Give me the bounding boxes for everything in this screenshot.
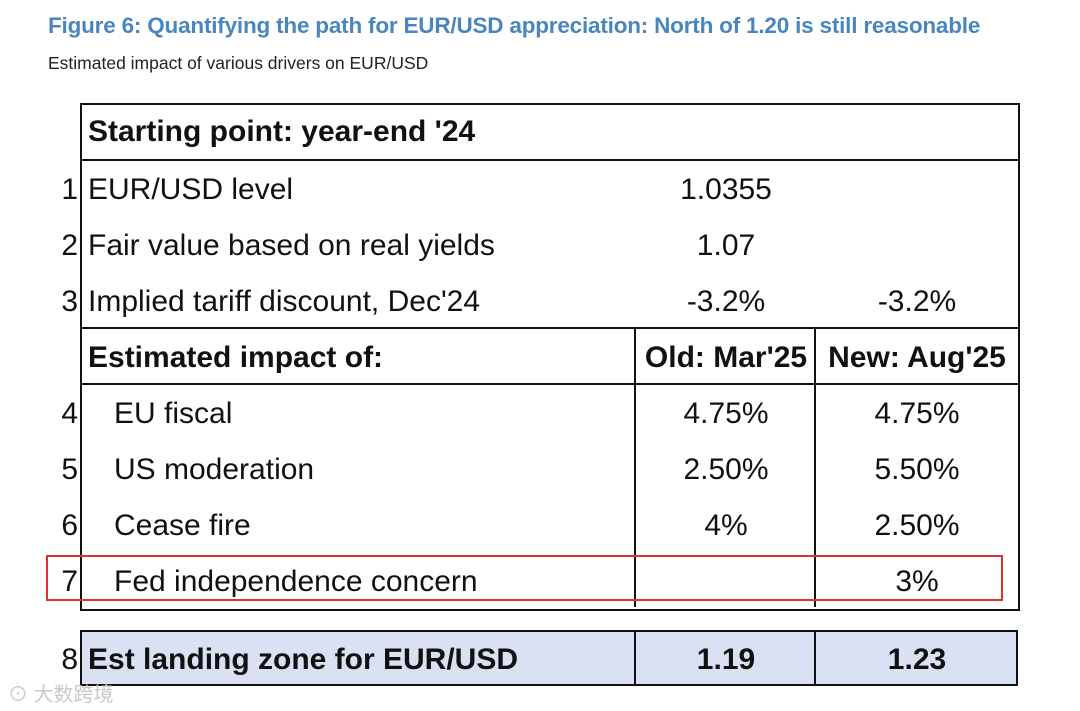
separator-under-impact-header bbox=[80, 383, 1018, 385]
row-label: EU fiscal bbox=[114, 397, 233, 430]
figure-subtitle: Estimated impact of various drivers on E… bbox=[48, 53, 429, 73]
watermark: ⊙ 大数跨境 bbox=[8, 678, 114, 707]
column-header-old: Old: Mar'25 bbox=[644, 341, 808, 374]
row-old-value: 4% bbox=[704, 509, 748, 542]
row-label: Fair value based on real yields bbox=[88, 229, 495, 262]
row-number: 6 bbox=[61, 509, 78, 542]
row-new-value: 4.75% bbox=[874, 397, 960, 430]
total-column-divider-old bbox=[634, 630, 636, 686]
watermark-logo-icon: ⊙ bbox=[8, 684, 28, 706]
separator-above-impact-header bbox=[80, 327, 1018, 329]
total-column-divider-new bbox=[814, 630, 816, 686]
column-divider-old bbox=[634, 327, 636, 607]
row-number: 1 bbox=[61, 173, 78, 206]
starting-point-header: Starting point: year-end '24 bbox=[88, 115, 476, 148]
row-label: Implied tariff discount, Dec'24 bbox=[88, 285, 481, 318]
column-divider-new bbox=[814, 327, 816, 607]
total-row-number: 8 bbox=[61, 643, 78, 676]
row-new-value: -3.2% bbox=[877, 285, 957, 318]
row-label: Cease fire bbox=[114, 509, 251, 542]
figure-title: Figure 6: Quantifying the path for EUR/U… bbox=[48, 13, 981, 38]
total-row-label: Est landing zone for EUR/USD bbox=[88, 643, 519, 676]
separator-under-starting-header bbox=[80, 159, 1018, 161]
row-label: EUR/USD level bbox=[88, 173, 294, 206]
row-old-value: -3.2% bbox=[686, 285, 766, 318]
row-old-value: 4.75% bbox=[683, 397, 769, 430]
row-label: US moderation bbox=[114, 453, 315, 486]
total-row-background bbox=[80, 630, 1018, 686]
column-header-new: New: Aug'25 bbox=[828, 341, 1006, 374]
row-number: 5 bbox=[61, 453, 78, 486]
row-number: 3 bbox=[61, 285, 78, 318]
row-old-value: 1.0355 bbox=[680, 173, 772, 206]
watermark-text: 大数跨境 bbox=[33, 684, 114, 706]
total-old-value: 1.19 bbox=[696, 643, 756, 676]
row-number: 7 bbox=[61, 565, 78, 598]
row-label: Fed independence concern bbox=[114, 565, 478, 598]
total-new-value: 1.23 bbox=[887, 643, 947, 676]
row-new-value: 2.50% bbox=[874, 509, 960, 542]
row-new-value: 3% bbox=[895, 565, 939, 598]
row-new-value: 5.50% bbox=[874, 453, 960, 486]
row-old-value: 1.07 bbox=[696, 229, 756, 262]
row-number: 4 bbox=[61, 397, 78, 430]
impact-header: Estimated impact of: bbox=[88, 341, 384, 374]
row-number: 2 bbox=[61, 229, 78, 262]
row-old-value: 2.50% bbox=[683, 453, 769, 486]
table-frame bbox=[80, 103, 1020, 611]
highlight-box bbox=[46, 555, 1003, 601]
